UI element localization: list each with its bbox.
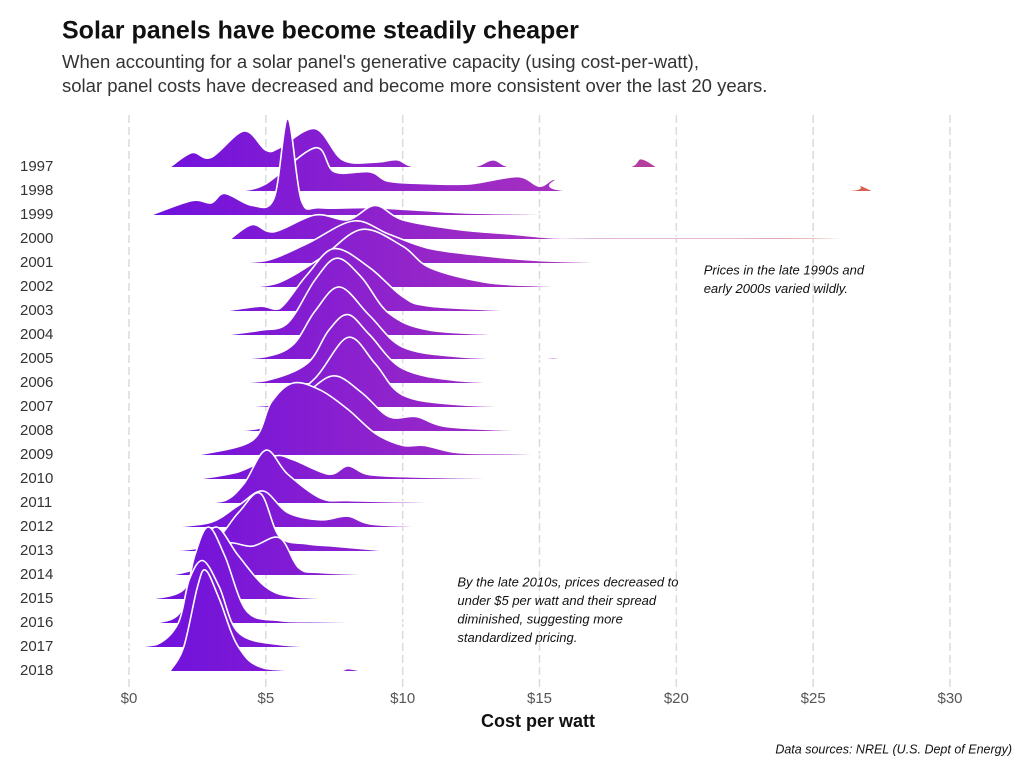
ridge	[224, 247, 521, 312]
ridge	[169, 127, 658, 168]
annotation: under $5 per watt and their spread	[457, 593, 657, 608]
ridge-line	[197, 381, 567, 456]
annotation: early 2000s varied wildly.	[704, 281, 848, 296]
ridge-line	[224, 257, 513, 336]
ridge-area	[224, 248, 521, 311]
ridge	[229, 204, 896, 240]
ridge	[224, 257, 513, 336]
ridge-area	[224, 314, 526, 383]
ridge	[197, 381, 567, 456]
x-tick-label: $0	[121, 690, 138, 707]
ridge-area	[197, 450, 480, 503]
y-tick-label: 2018	[20, 662, 53, 679]
y-tick-label: 2005	[20, 350, 53, 367]
x-tick-label: $10	[390, 690, 415, 707]
ridge-area	[224, 286, 567, 359]
annotation: Prices in the late 1990s and	[704, 262, 865, 277]
ridge-line	[150, 526, 348, 600]
ridge-line	[224, 220, 630, 264]
chart-subtitle: When accounting for a solar panel's gene…	[62, 51, 699, 72]
ridge-line	[197, 449, 480, 504]
ridge-area	[170, 569, 362, 671]
annotation: standardized pricing.	[457, 630, 577, 645]
y-tick-label: 2004	[20, 326, 53, 343]
ridge	[169, 569, 362, 672]
ridge-area	[238, 147, 874, 191]
y-tick-label: 2017	[20, 638, 53, 655]
ridge-line	[224, 247, 521, 312]
ridge	[197, 449, 480, 504]
ridge-line	[224, 286, 567, 360]
y-tick-label: 2015	[20, 590, 53, 607]
ridge	[224, 313, 526, 384]
y-tick-label: 2011	[20, 494, 52, 511]
ridge-line	[246, 228, 603, 288]
y-tick-label: 2002	[20, 278, 53, 295]
ridge	[238, 146, 874, 192]
y-tick-label: 2009	[20, 446, 53, 463]
y-tick-label: 2001	[20, 254, 53, 271]
y-tick-label: 2014	[20, 566, 53, 583]
ridge-area	[197, 382, 567, 455]
ridge-line	[169, 490, 458, 528]
annotation: diminished, suggesting more	[457, 611, 622, 626]
y-tick-label: 1998	[20, 182, 53, 199]
ridge-line	[150, 118, 595, 216]
annotation: By the late 2010s, prices decreased to	[457, 574, 678, 589]
x-tick-label: $5	[257, 690, 274, 707]
ridge-area	[170, 128, 658, 167]
y-tick-label: 2006	[20, 374, 53, 391]
ridge-line	[120, 559, 335, 648]
ridge-area	[224, 258, 513, 335]
x-tick-label: $25	[801, 690, 826, 707]
ridge-area	[230, 205, 896, 239]
ridge-line	[169, 569, 362, 672]
y-tick-label: 2016	[20, 614, 53, 631]
y-tick-label: 2000	[20, 230, 53, 247]
y-tick-label: 2003	[20, 302, 53, 319]
source-note: Data sources: NREL (U.S. Dept of Energy)	[775, 742, 1012, 756]
y-tick-label: 2012	[20, 518, 53, 535]
y-tick-label: 1999	[20, 206, 53, 223]
ridge-line	[229, 204, 896, 240]
ridge	[224, 286, 567, 360]
y-tick-label: 2013	[20, 542, 53, 559]
chart-title: Solar panels have become steadily cheape…	[62, 17, 579, 45]
ridge	[150, 118, 595, 216]
chart-subtitle: solar panel costs have decreased and bec…	[62, 75, 767, 96]
x-axis-label: Cost per watt	[481, 711, 595, 731]
ridge-line	[169, 127, 658, 168]
y-tick-label: 2007	[20, 398, 53, 415]
y-tick-label: 1997	[20, 158, 53, 175]
ridge-area	[150, 118, 595, 215]
y-tick-label: 2008	[20, 422, 53, 439]
x-tick-label: $20	[664, 690, 689, 707]
ridge-line	[238, 146, 874, 192]
x-tick-label: $30	[937, 690, 962, 707]
y-tick-label: 2010	[20, 470, 53, 487]
ridge-line	[224, 313, 526, 384]
x-tick-label: $15	[527, 690, 552, 707]
